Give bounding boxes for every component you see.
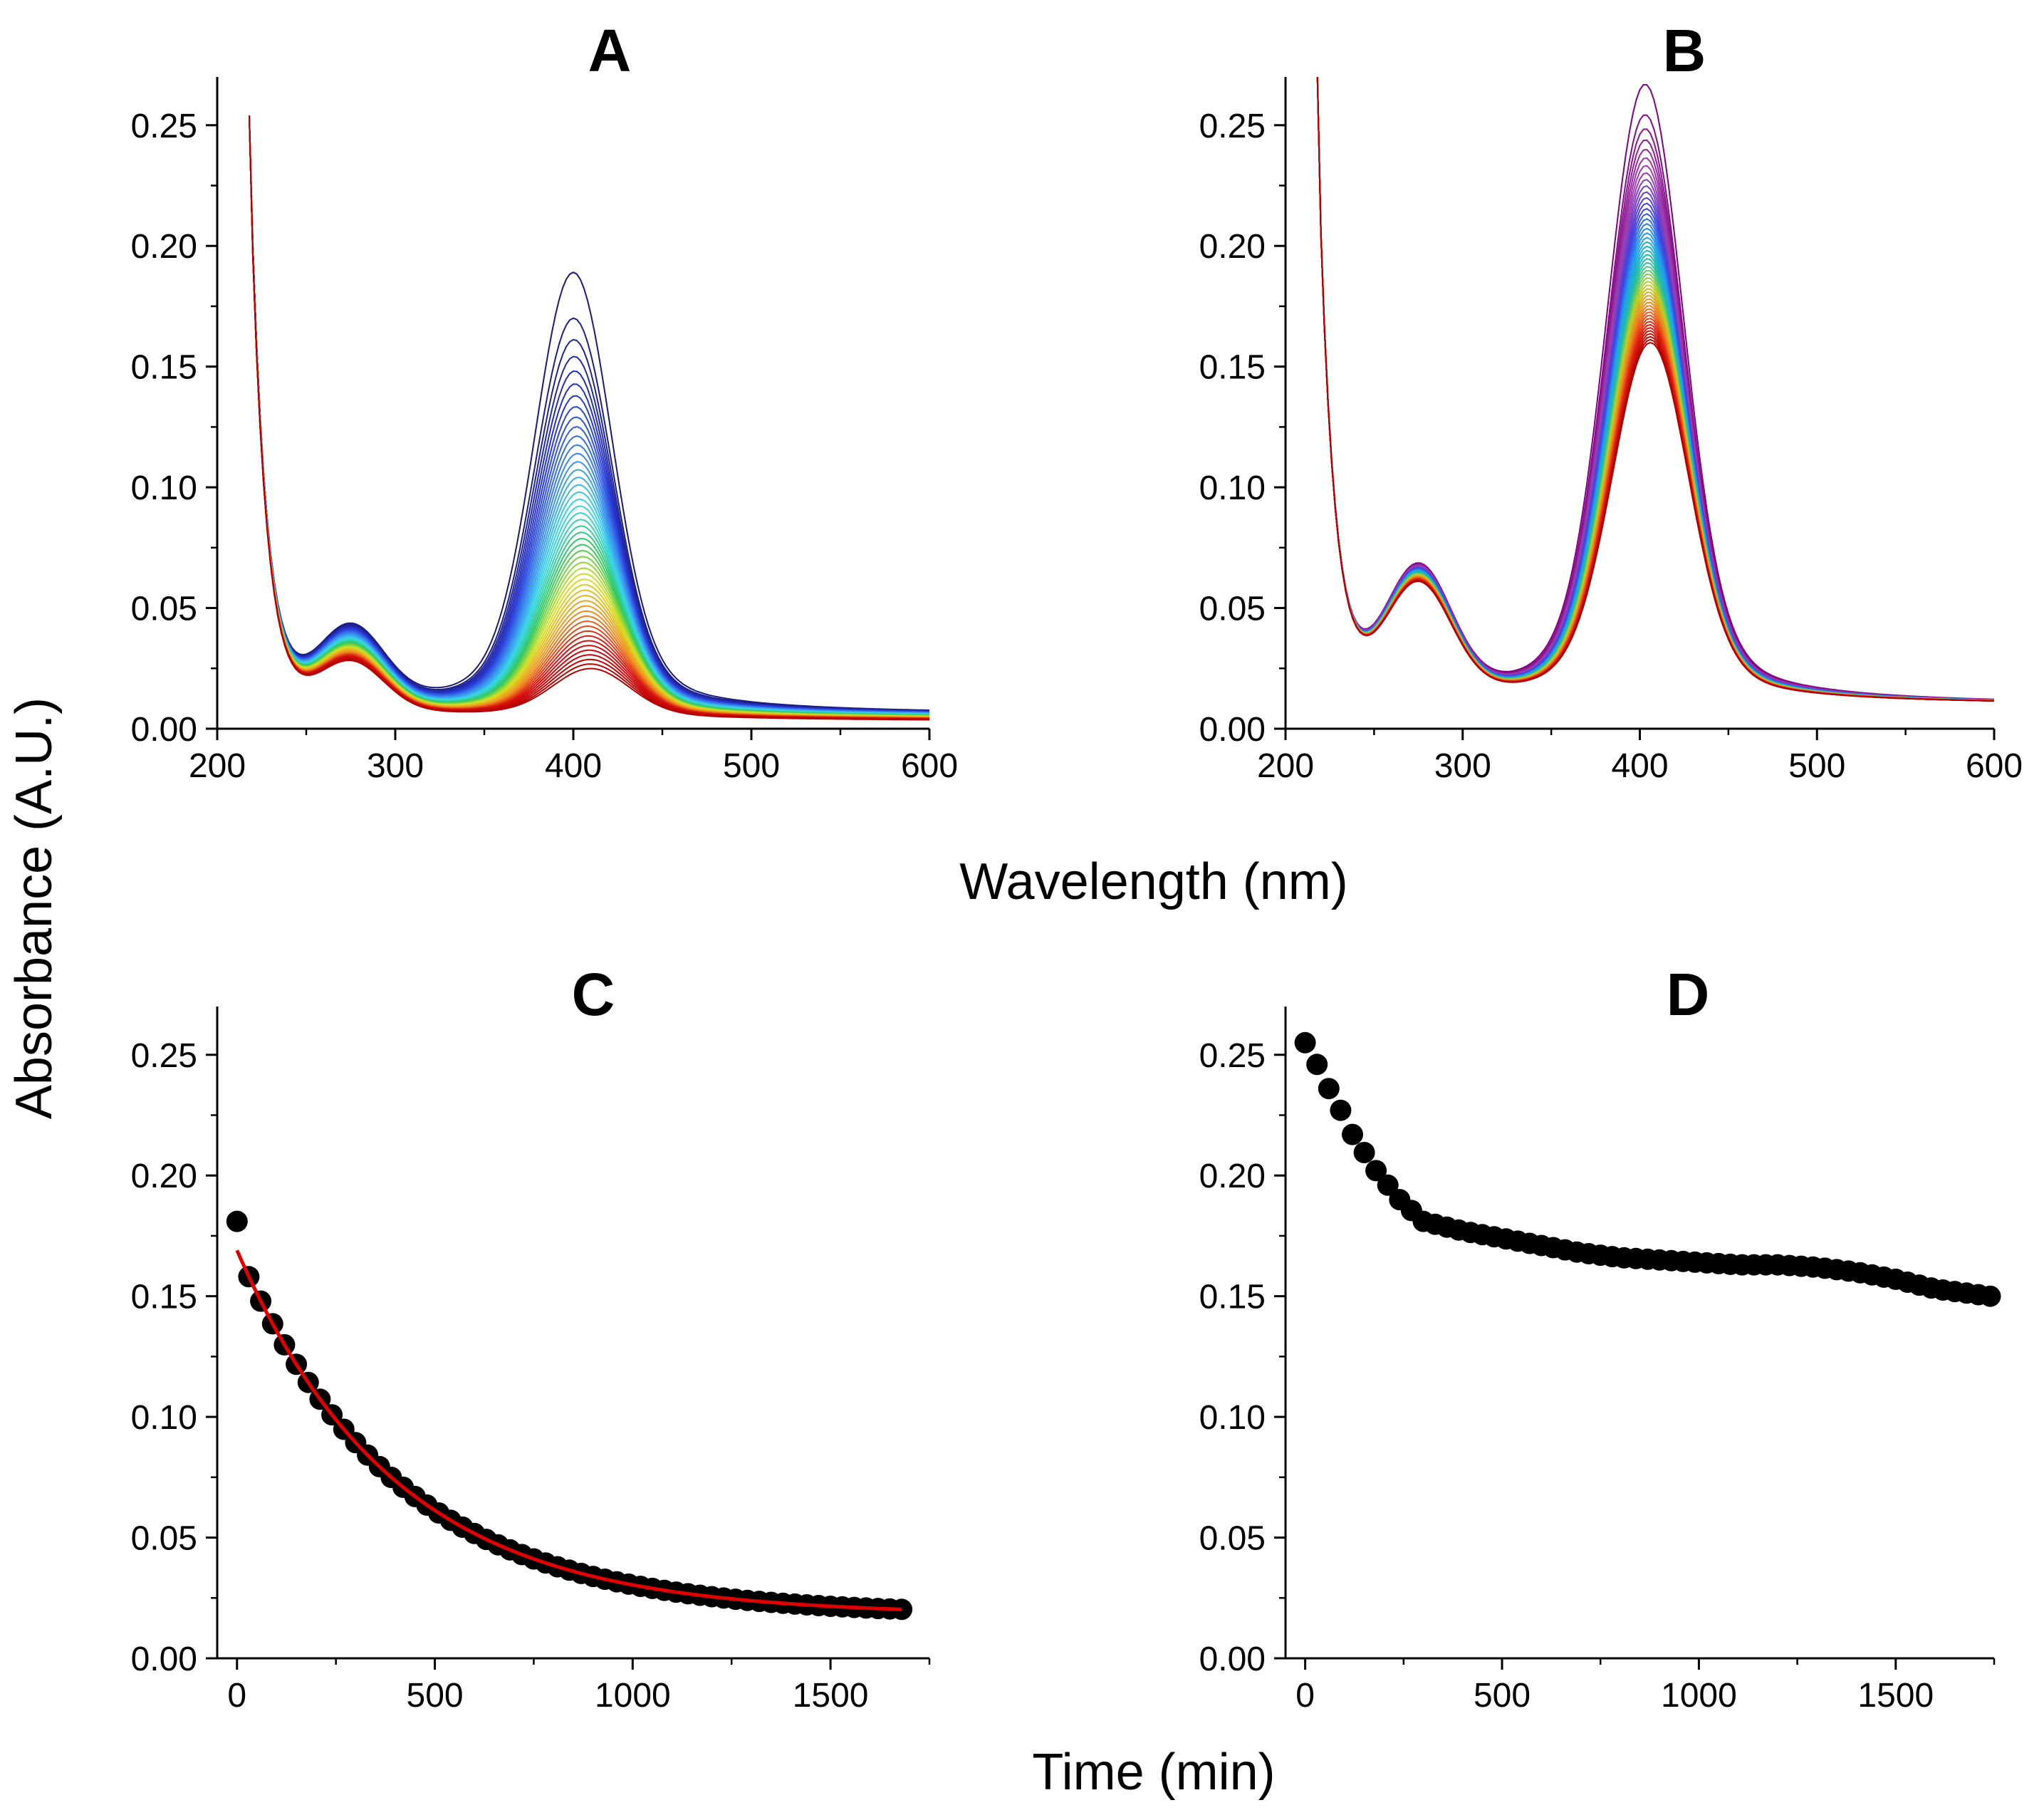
panel-c-ytick-label: 0.10: [131, 1399, 197, 1437]
panel-d-point-4: [1330, 1099, 1352, 1121]
panel-d-xtick-label: 500: [1474, 1677, 1531, 1715]
panel-b-ytick-label: 0.20: [1199, 228, 1266, 266]
panel-a-title: A: [588, 17, 632, 84]
panel-d-point-1: [1294, 1031, 1316, 1054]
panel-b-xtick-label: 400: [1611, 747, 1668, 785]
panel-c: C 0.00 0.05 0.10 0.15 0.20 0.25 0 500 1000 1500: [131, 961, 931, 1715]
panel-b: B 0.00 0.05 0.10 0.15 0.20 0.25 200 300 400 500 60…: [1199, 17, 2023, 785]
panel-d-ytick-label: 0.25: [1199, 1037, 1266, 1075]
panel-b-spectrum-50: [1316, 76, 1995, 702]
panel-c-xtick-label: 500: [407, 1677, 464, 1715]
panel-d-point-2: [1306, 1054, 1328, 1076]
panel-d-point-6: [1353, 1142, 1375, 1163]
panel-a-spectrum-50: [249, 115, 929, 721]
panel-c-ytick-label: 0.15: [131, 1279, 197, 1316]
panel-d-point-7: [1365, 1160, 1387, 1182]
panel-a-ytick-label: 0.20: [131, 228, 197, 266]
panel-b-xtick-label: 600: [1966, 747, 2023, 785]
panel-d-ytick-label: 0.05: [1199, 1520, 1266, 1558]
panel-c-ytick-label: 0.25: [131, 1037, 197, 1075]
panel-a: A 0.00 0.05 0.10 0.15 0.20 0.25 200 300 400 500 60…: [131, 17, 958, 785]
panel-d: D 0.00 0.05 0.10 0.15 0.20 0.25 0 500 1000 1500: [1199, 961, 2001, 1715]
panel-a-ytick-label: 0.15: [131, 349, 197, 387]
panel-c-point-1: [226, 1210, 248, 1232]
panel-a-xtick-label: 200: [189, 747, 246, 785]
shared-y-axis-title: Absorbance (A.U.): [6, 697, 63, 1119]
panel-d-point-59: [1979, 1285, 2001, 1307]
panel-c-ytick-label: 0.20: [131, 1158, 197, 1195]
panel-a-ytick-label: 0.05: [131, 591, 197, 628]
panel-b-title: B: [1663, 17, 1706, 84]
panel-b-ytick-label: 0.10: [1199, 469, 1266, 507]
panel-b-ytick-label: 0.15: [1199, 349, 1266, 387]
panel-c-ytick-label: 0.00: [131, 1640, 197, 1678]
panel-d-ytick-label: 0.00: [1199, 1640, 1266, 1678]
panel-d-point-5: [1342, 1123, 1363, 1145]
panel-d-ytick-label: 0.20: [1199, 1158, 1266, 1195]
panel-a-xtick-label: 500: [723, 747, 780, 785]
panel-a-ytick-label: 0.00: [131, 711, 197, 749]
panel-d-point-8: [1377, 1174, 1399, 1196]
panel-b-ytick-label: 0.05: [1199, 591, 1266, 628]
panel-c-xtick-label: 1000: [595, 1677, 671, 1715]
panel-a-xtick-label: 600: [901, 747, 958, 785]
panel-c-ytick-label: 0.05: [131, 1520, 197, 1558]
shared-x-axis-title-top: Wavelength (nm): [959, 853, 1348, 910]
panel-d-xtick-label: 1000: [1661, 1677, 1737, 1715]
panel-c-xtick-label: 0: [227, 1677, 246, 1715]
panel-b-ytick-label: 0.25: [1199, 108, 1266, 145]
panel-b-xtick-label: 200: [1257, 747, 1314, 785]
panel-a-xtick-label: 300: [367, 747, 424, 785]
panel-d-ytick-label: 0.15: [1199, 1279, 1266, 1316]
panel-d-xtick-label: 1500: [1857, 1677, 1934, 1715]
panel-c-xtick-label: 1500: [793, 1677, 869, 1715]
panel-b-ytick-label: 0.00: [1199, 711, 1266, 749]
panel-a-xtick-label: 400: [545, 747, 602, 785]
panel-d-xtick-label: 0: [1295, 1677, 1315, 1715]
panel-b-xtick-label: 300: [1434, 747, 1491, 785]
panel-a-ytick-label: 0.10: [131, 469, 197, 507]
panel-d-ytick-label: 0.10: [1199, 1399, 1266, 1437]
panel-a-ytick-label: 0.25: [131, 108, 197, 145]
panel-c-fit-curve: [235, 1249, 902, 1611]
shared-x-axis-title-bottom: Time (min): [1032, 1744, 1275, 1801]
panel-d-title: D: [1667, 961, 1710, 1028]
panel-b-xtick-label: 500: [1788, 747, 1845, 785]
panel-d-point-3: [1318, 1078, 1340, 1100]
panel-c-title: C: [572, 961, 615, 1028]
